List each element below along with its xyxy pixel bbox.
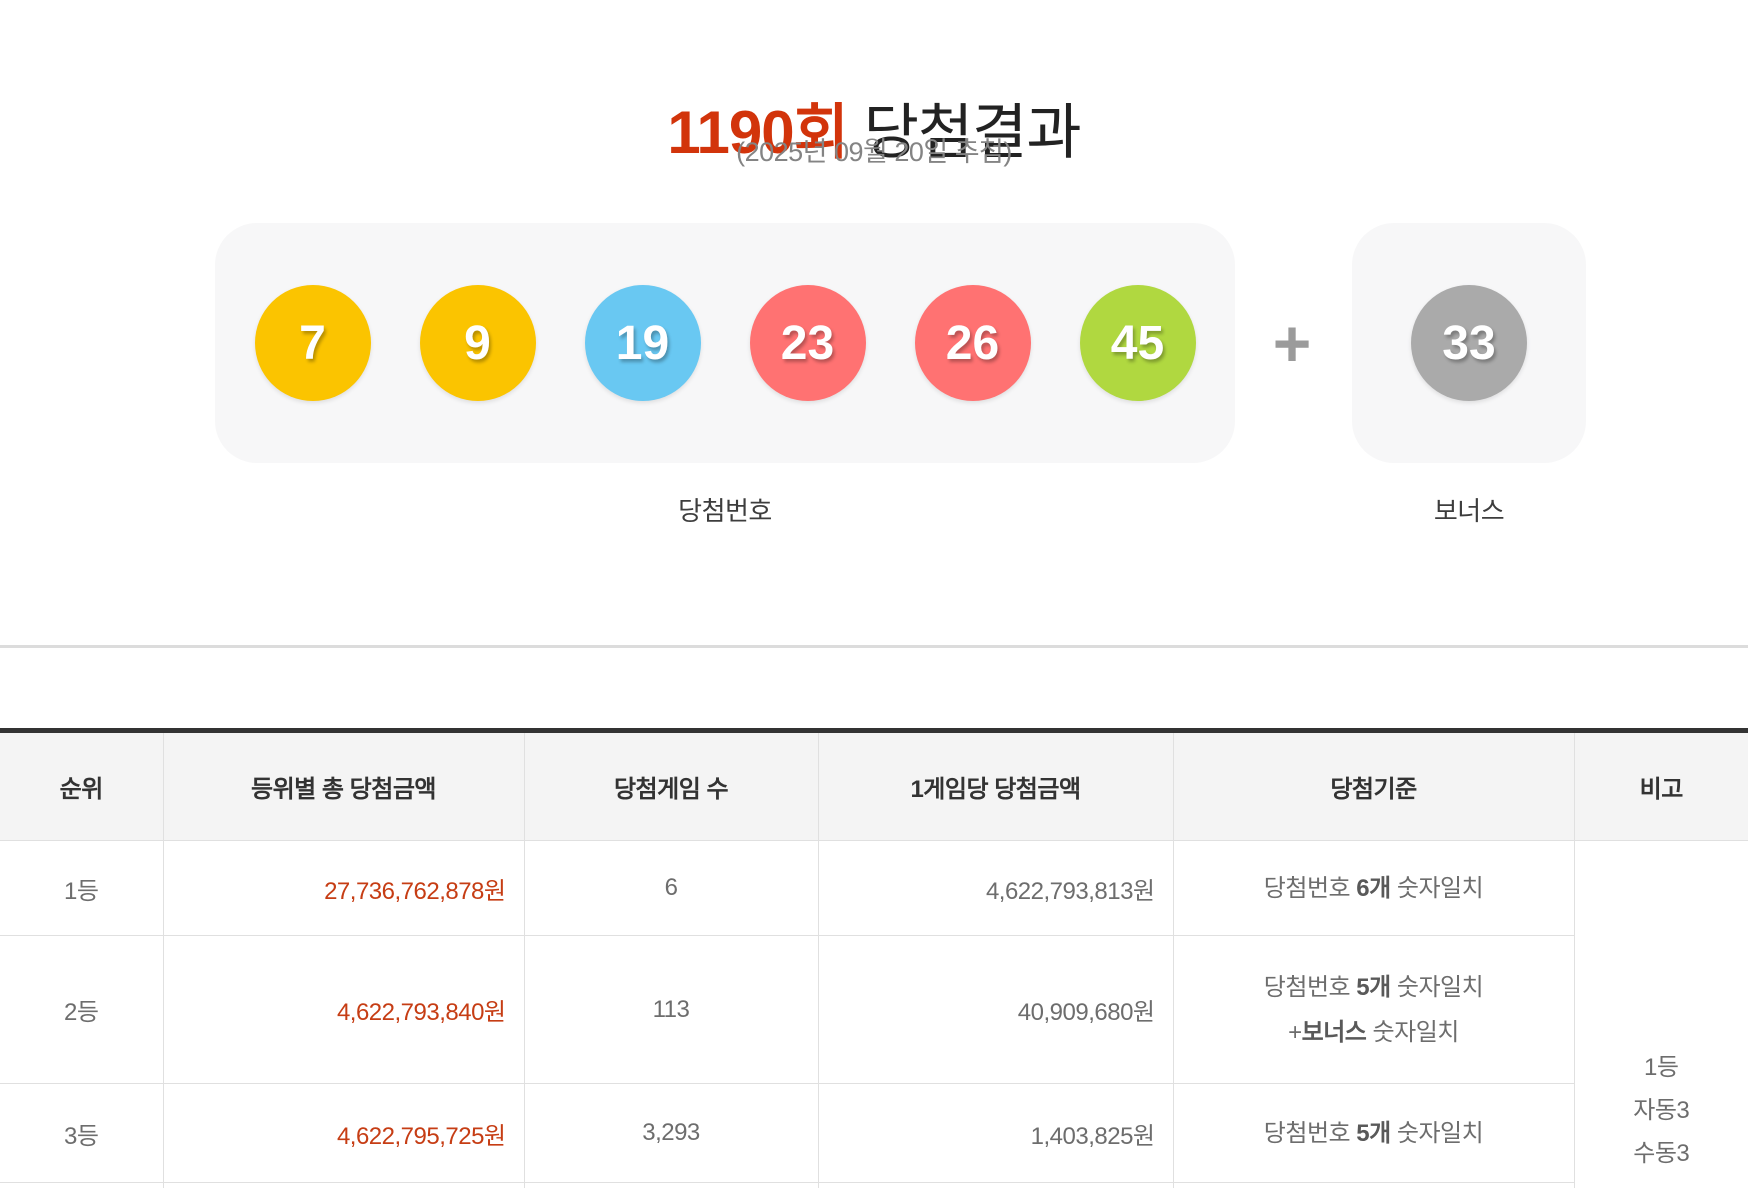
column-header-criteria: 당첨기준 <box>1172 730 1574 841</box>
lotto-ball-3: 19 <box>584 285 701 401</box>
table-row-rank2: 2등 4,622,793,840원 113 40,909,680원 당첨번호 5… <box>0 935 1748 1084</box>
column-header-prize-per-game: 1게임당 당첨금액 <box>817 730 1173 841</box>
total-prize-cell: 4,622,793,840원 <box>162 935 524 1084</box>
column-header-rank: 순위 <box>0 730 163 841</box>
lotto-ball-2: 9 <box>419 285 536 401</box>
rank-cell: 2등 <box>0 935 163 1084</box>
rank-cell: 1등 <box>0 840 163 936</box>
ball-number: 19 <box>615 316 670 370</box>
ball-number: 9 <box>464 316 491 370</box>
table-row-rank1: 1등 27,736,762,878원 6 4,622,793,813원 당첨번호… <box>0 840 1748 1188</box>
draw-round: 1190회 <box>667 99 848 167</box>
note-cell: 1등 자동3 수동3 <box>1573 840 1748 1188</box>
lotto-ball-6: 45 <box>1079 285 1196 401</box>
winners-cell: 3,293 <box>523 1083 818 1183</box>
criteria-line: 당첨번호 6개 숫자일치 <box>1263 874 1484 902</box>
rank-cell: 3등 <box>0 1083 163 1183</box>
ball-number: 33 <box>1442 316 1496 370</box>
table-row-rank3: 3등 4,622,795,725원 3,293 1,403,825원 당첨번호 … <box>0 1083 1748 1183</box>
total-prize-cell <box>162 1182 524 1188</box>
bonus-label: 보너스 <box>1433 496 1505 526</box>
plus-icon: + <box>1272 306 1312 380</box>
section-divider <box>0 645 1748 648</box>
total-prize-cell: 27,736,762,878원 <box>162 840 524 936</box>
per-game-prize-cell <box>817 1182 1173 1188</box>
results-table: 순위 등위별 총 당첨금액 당첨게임 수 1게임당 당첨금액 당첨기준 비고 1… <box>0 728 1748 1188</box>
winners-cell: 113 <box>523 935 818 1084</box>
criteria-line: +보너스 숫자일치 <box>1288 1018 1459 1046</box>
note-line: 수동3 <box>1633 1140 1690 1167</box>
ball-number: 7 <box>299 316 326 370</box>
winners-cell <box>523 1182 818 1188</box>
note-line: 1등 <box>1644 1054 1679 1081</box>
per-game-prize-cell: 4,622,793,813원 <box>817 840 1173 936</box>
criteria-cell: 당첨번호 5개 숫자일치 +보너스 숫자일치 <box>1172 935 1574 1084</box>
rank-cell <box>0 1182 163 1188</box>
criteria-cell: 당첨번호 6개 숫자일치 <box>1172 840 1574 936</box>
lotto-ball-4: 23 <box>749 285 866 401</box>
note-line: 자동3 <box>1633 1097 1690 1124</box>
ball-number: 45 <box>1110 316 1165 370</box>
criteria-cell: 당첨번호 5개 숫자일치 <box>1172 1083 1574 1183</box>
criteria-cell <box>1172 1182 1574 1188</box>
page-title: 1190회 당첨결과 <box>0 84 1748 171</box>
bonus-ball: 33 <box>1411 285 1527 401</box>
column-header-note: 비고 <box>1573 730 1748 841</box>
per-game-prize-cell: 1,403,825원 <box>817 1083 1173 1183</box>
page-title-text: 당첨결과 <box>863 99 1082 167</box>
table-row-rank4-clipped <box>0 1182 1748 1188</box>
lotto-ball-1: 7 <box>254 285 371 401</box>
draw-date: (2025년 09월 20일 추첨) <box>736 137 1012 167</box>
per-game-prize-cell: 40,909,680원 <box>817 935 1173 1084</box>
winning-numbers-label: 당첨번호 <box>678 496 772 526</box>
column-header-total-prize: 등위별 총 당첨금액 <box>162 730 524 841</box>
lotto-ball-5: 26 <box>914 285 1031 401</box>
column-header-winning-games: 당첨게임 수 <box>523 730 818 841</box>
criteria-line: 당첨번호 5개 숫자일치 <box>1263 1119 1484 1147</box>
winning-numbers-panel: 7 9 19 23 26 45 <box>215 223 1235 463</box>
ball-number: 23 <box>780 316 835 370</box>
table-header-row: 순위 등위별 총 당첨금액 당첨게임 수 1게임당 당첨금액 당첨기준 비고 <box>0 730 1748 841</box>
ball-number: 26 <box>945 316 1000 370</box>
total-prize-cell: 4,622,795,725원 <box>162 1083 524 1183</box>
winners-cell: 6 <box>523 840 818 936</box>
criteria-line: 당첨번호 5개 숫자일치 <box>1263 973 1484 1001</box>
bonus-panel: 33 <box>1352 223 1586 463</box>
